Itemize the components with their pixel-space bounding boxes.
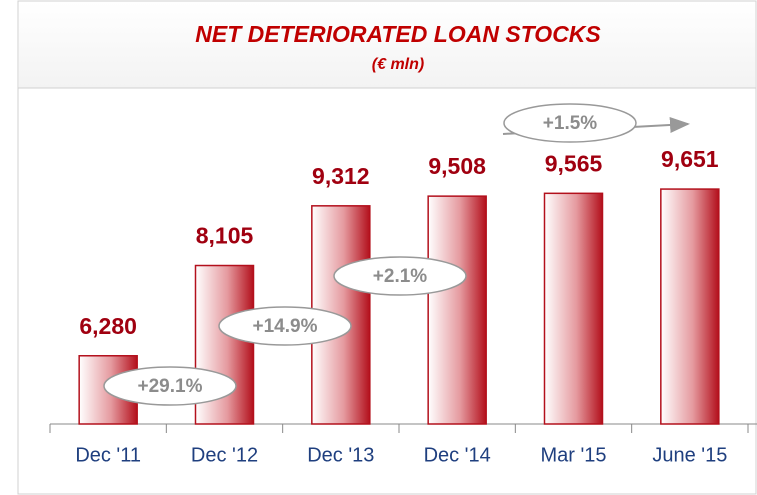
value-label: 9,508 [428, 153, 486, 179]
x-tick-label: June '15 [652, 444, 727, 466]
x-tick-label: Dec '12 [191, 444, 258, 466]
header-band [19, 2, 755, 88]
value-label: 9,312 [312, 163, 370, 189]
bar [427, 195, 487, 425]
chart-title: NET DETERIORATED LOAN STOCKS [195, 21, 601, 47]
value-label: 8,105 [196, 223, 254, 249]
annotation-bubble [218, 306, 352, 346]
annotation-bubble [503, 103, 637, 143]
bar [660, 188, 720, 425]
x-tick-label: Mar '15 [540, 444, 606, 466]
x-tick-label: Dec '14 [424, 444, 491, 466]
bar [543, 192, 604, 425]
annotation: +14.9% [253, 316, 318, 337]
annotation-bubble [103, 366, 237, 406]
annotation-bubble [333, 256, 467, 296]
annotation: +29.1% [138, 376, 203, 397]
annotation: +1.5% [543, 113, 598, 134]
x-tick-label: Dec '11 [75, 444, 141, 466]
value-label: 9,565 [545, 150, 603, 176]
x-tick-label: Dec '13 [307, 444, 374, 466]
value-label: 9,651 [661, 146, 719, 172]
chart-subtitle: (€ mln) [372, 56, 424, 73]
annotation: +2.1% [373, 266, 428, 287]
value-label: 6,280 [79, 313, 137, 339]
